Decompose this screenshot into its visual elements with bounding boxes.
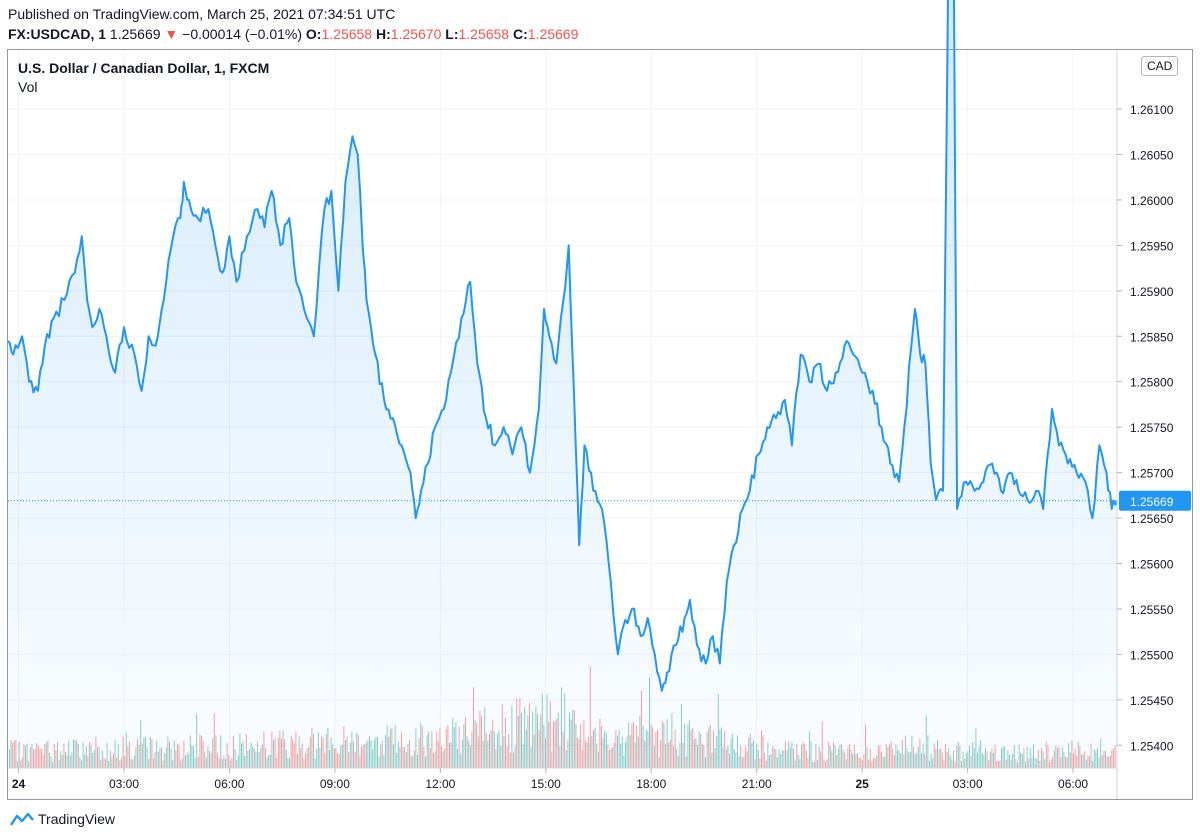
x-tick-label: 12:00 (425, 777, 455, 791)
last-price-tag (1119, 490, 1191, 511)
tradingview-logo-icon (10, 812, 34, 826)
y-tick-label: 1.25900 (1130, 285, 1174, 299)
x-tick-label: 03:00 (953, 777, 983, 791)
y-tick-label: 1.25750 (1130, 421, 1174, 435)
x-tick-label: 06:00 (214, 777, 244, 791)
open-label: O: (305, 26, 322, 42)
price-line (7, 0, 1118, 692)
open-value: 1.25658 (321, 26, 373, 42)
x-tick-label: 24 (12, 777, 26, 791)
down-arrow-icon: ▼ (164, 26, 179, 42)
y-tick-label: 1.25500 (1130, 648, 1174, 662)
y-tick-label: 1.25950 (1130, 239, 1174, 253)
y-tick-label: 1.26100 (1130, 103, 1174, 117)
y-tick-label: 1.25800 (1130, 376, 1174, 390)
y-tick-label: 1.25700 (1130, 467, 1174, 481)
x-tick-label: 15:00 (531, 777, 561, 791)
y-tick-label: 1.25400 (1130, 739, 1174, 753)
y-tick-label: 1.26050 (1130, 149, 1174, 163)
low-value: 1.25658 (458, 26, 510, 42)
y-tick-label: 1.25600 (1130, 558, 1174, 572)
y-tick-label: 1.26000 (1130, 194, 1174, 208)
published-note: Published on TradingView.com, March 25, … (8, 6, 396, 22)
y-tick-label: 1.25450 (1130, 694, 1174, 708)
currency-badge[interactable]: CAD (1141, 56, 1179, 76)
close-value: 1.25669 (527, 26, 579, 42)
y-tick-label: 1.25550 (1130, 603, 1174, 617)
brand-name: TradingView (38, 811, 116, 827)
x-tick-label: 21:00 (742, 777, 772, 791)
ohlc-header: FX:USDCAD, 1 1.25669 ▼ −0.00014 (−0.01%)… (8, 26, 578, 42)
close-label: C: (512, 26, 528, 42)
price-change: −0.00014 (−0.01%) (182, 26, 303, 42)
x-tick-label: 03:00 (109, 777, 139, 791)
chart-title: U.S. Dollar / Canadian Dollar, 1, FXCM (18, 60, 270, 76)
x-tick-label: 25 (855, 777, 869, 791)
x-tick-label: 09:00 (320, 777, 350, 791)
chart-frame (7, 49, 1193, 800)
symbol-label: FX:USDCAD, 1 (8, 26, 107, 42)
x-tick-label: 18:00 (636, 777, 666, 791)
volume-legend: Vol (18, 79, 38, 95)
y-tick-label: 1.25850 (1130, 330, 1174, 344)
high-label: H: (375, 26, 391, 42)
y-tick-label: 1.25650 (1130, 512, 1174, 526)
tradingview-brand[interactable]: TradingView (10, 811, 115, 827)
low-label: L: (445, 26, 459, 42)
price-area-fill (8, 0, 1117, 768)
last-price-label: 1.25669 (1130, 495, 1174, 509)
high-value: 1.25670 (390, 26, 442, 42)
x-tick-label: 06:00 (1058, 777, 1088, 791)
last-price: 1.25669 (109, 26, 161, 42)
